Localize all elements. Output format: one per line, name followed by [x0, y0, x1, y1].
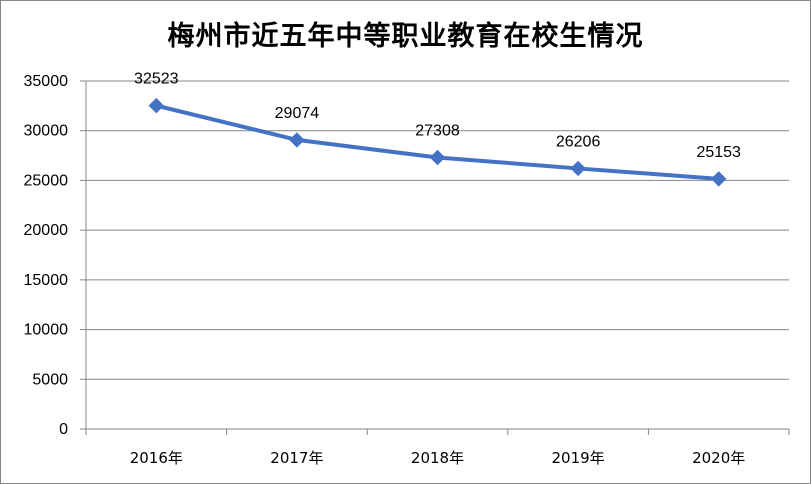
- chart-title: 梅州市近五年中等职业教育在校生情况: [167, 21, 644, 52]
- series-markers: [148, 97, 727, 187]
- data-labels: 32523 29074 27308 26206 25153: [134, 71, 741, 161]
- data-label: 26206: [556, 133, 601, 150]
- data-label: 27308: [415, 122, 460, 139]
- x-tick-label: 2017年: [270, 449, 323, 467]
- y-tick-label: 10000: [24, 322, 69, 339]
- data-point-marker: [570, 160, 586, 177]
- y-tick-label: 30000: [24, 123, 69, 140]
- x-axis-tick-labels: 2016年 2017年 2018年 2019年 2020年: [130, 449, 746, 467]
- data-point-marker: [429, 149, 446, 166]
- data-label: 32523: [134, 71, 179, 88]
- series-line-0: [154, 103, 721, 181]
- y-tick-label: 15000: [24, 272, 69, 289]
- y-tick-label: 35000: [24, 73, 69, 90]
- y-tick-label: 25000: [24, 172, 69, 189]
- x-tick-label: 2016年: [130, 449, 183, 467]
- data-point-marker: [148, 97, 165, 114]
- data-point-marker: [289, 132, 305, 148]
- x-tick-label: 2020年: [692, 449, 745, 467]
- data-point-marker: [710, 171, 727, 187]
- y-tick-label: 20000: [24, 222, 69, 239]
- axes: [80, 80, 790, 435]
- data-label: 29074: [275, 105, 320, 122]
- series-line: [154, 103, 721, 181]
- gridlines: [86, 80, 789, 380]
- x-tick-label: 2018年: [411, 449, 464, 467]
- y-tick-label: 0: [59, 421, 68, 438]
- x-tick-label: 2019年: [552, 449, 605, 467]
- y-axis-tick-labels: 0 5000 10000 15000 20000 25000 30000 35000: [24, 73, 69, 438]
- data-label: 25153: [696, 144, 741, 161]
- y-tick-label: 5000: [32, 371, 68, 388]
